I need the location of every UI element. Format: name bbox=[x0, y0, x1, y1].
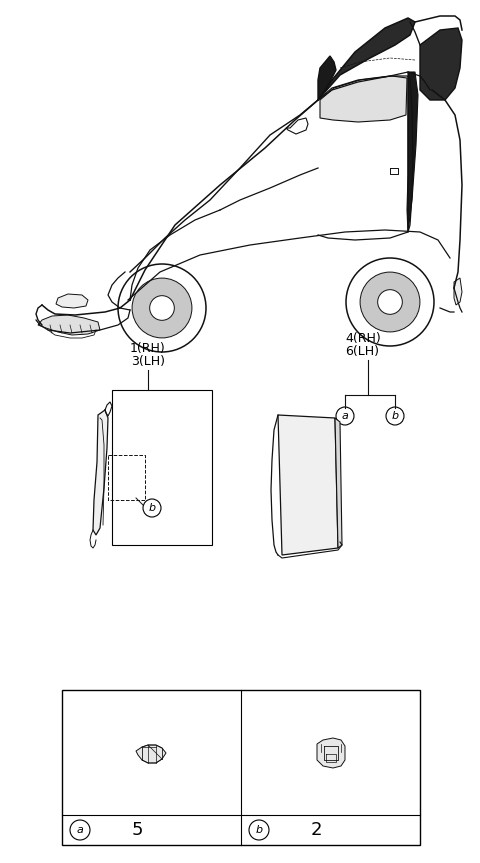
Text: a: a bbox=[77, 825, 84, 835]
Circle shape bbox=[360, 272, 420, 332]
Polygon shape bbox=[278, 415, 338, 555]
Bar bbox=[112, 390, 212, 545]
Text: b: b bbox=[148, 503, 156, 513]
Circle shape bbox=[378, 290, 402, 314]
Circle shape bbox=[346, 258, 434, 346]
Text: b: b bbox=[391, 411, 398, 421]
Polygon shape bbox=[420, 28, 462, 100]
Polygon shape bbox=[407, 72, 418, 232]
Polygon shape bbox=[335, 418, 342, 548]
Polygon shape bbox=[454, 278, 462, 305]
Polygon shape bbox=[320, 76, 407, 122]
Text: 1(RH): 1(RH) bbox=[130, 342, 166, 355]
Text: 5: 5 bbox=[131, 821, 143, 839]
Circle shape bbox=[70, 820, 90, 840]
Text: 3(LH): 3(LH) bbox=[131, 355, 165, 368]
Circle shape bbox=[336, 407, 354, 425]
Polygon shape bbox=[38, 315, 100, 335]
Circle shape bbox=[143, 499, 161, 517]
Polygon shape bbox=[286, 118, 308, 134]
Polygon shape bbox=[136, 745, 166, 763]
Text: 6(LH): 6(LH) bbox=[345, 345, 379, 358]
Text: 4(RH): 4(RH) bbox=[345, 332, 381, 345]
Polygon shape bbox=[317, 738, 345, 768]
Circle shape bbox=[386, 407, 404, 425]
Text: 2: 2 bbox=[310, 821, 322, 839]
Polygon shape bbox=[318, 18, 415, 100]
Circle shape bbox=[150, 296, 174, 320]
Circle shape bbox=[118, 264, 206, 352]
Polygon shape bbox=[93, 410, 108, 535]
Polygon shape bbox=[56, 294, 88, 308]
Text: a: a bbox=[342, 411, 348, 421]
Circle shape bbox=[249, 820, 269, 840]
Circle shape bbox=[132, 278, 192, 338]
Polygon shape bbox=[318, 56, 336, 100]
Bar bbox=[62, 690, 420, 845]
Text: b: b bbox=[255, 825, 263, 835]
